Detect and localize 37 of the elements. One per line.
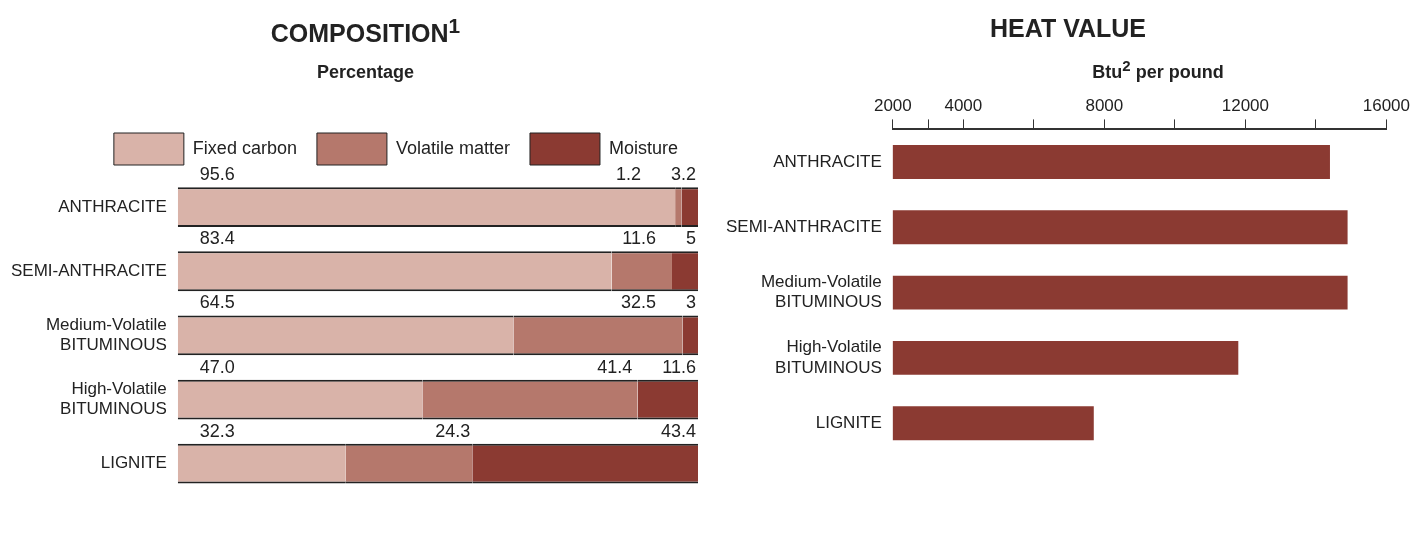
chart-subtitle: Percentage — [315, 62, 416, 84]
x-tick-label: 8000 — [1085, 95, 1124, 115]
y-tick-label: LIGNITE — [100, 453, 167, 473]
y-tick-label: LIGNITE — [815, 412, 882, 432]
data-label: 3 — [685, 292, 696, 313]
data-label: 32.5 — [620, 292, 656, 313]
legend-label: Fixed carbon — [192, 138, 297, 159]
x-tick-label: 2000 — [873, 95, 912, 115]
data-label: 11.6 — [622, 228, 656, 249]
y-tick-label: SEMI-ANTHRACITE — [726, 217, 882, 237]
data-label: 3.2 — [670, 164, 696, 185]
data-label: 95.6 — [199, 164, 235, 185]
x-axis-title: Btu$^{2}$ per pound — [1091, 57, 1225, 83]
data-label: 24.3 — [435, 421, 471, 442]
chart-title: COMPOSITION$^{1}$ — [269, 14, 462, 49]
y-tick-label: ANTHRACITE — [58, 197, 167, 217]
y-tick-label: SEMI-ANTHRACITE — [11, 261, 167, 281]
y-tick-label: High-Volatile BITUMINOUS — [60, 379, 167, 419]
data-label: 32.3 — [199, 421, 235, 442]
legend-label: Moisture — [608, 138, 679, 159]
y-tick-label: Medium-Volatile BITUMINOUS — [760, 272, 882, 312]
y-tick-label: ANTHRACITE — [773, 151, 882, 171]
data-label: 43.4 — [660, 421, 696, 442]
x-tick-label: 4000 — [944, 95, 983, 115]
data-label: 1.2 — [615, 164, 641, 185]
chart-title: HEAT VALUE — [989, 14, 1147, 43]
data-label: 64.5 — [199, 292, 235, 313]
legend-label: Volatile matter — [395, 138, 510, 159]
x-tick-label: 12000 — [1221, 95, 1269, 115]
data-label: 47.0 — [199, 356, 235, 377]
data-label: 41.4 — [597, 356, 633, 377]
y-tick-label: Medium-Volatile BITUMINOUS — [45, 315, 167, 355]
data-label: 11.6 — [662, 356, 696, 377]
data-label: 83.4 — [199, 228, 235, 249]
y-tick-label: High-Volatile BITUMINOUS — [775, 337, 882, 377]
x-tick-label: 16000 — [1362, 95, 1410, 115]
data-label: 5 — [685, 228, 696, 249]
